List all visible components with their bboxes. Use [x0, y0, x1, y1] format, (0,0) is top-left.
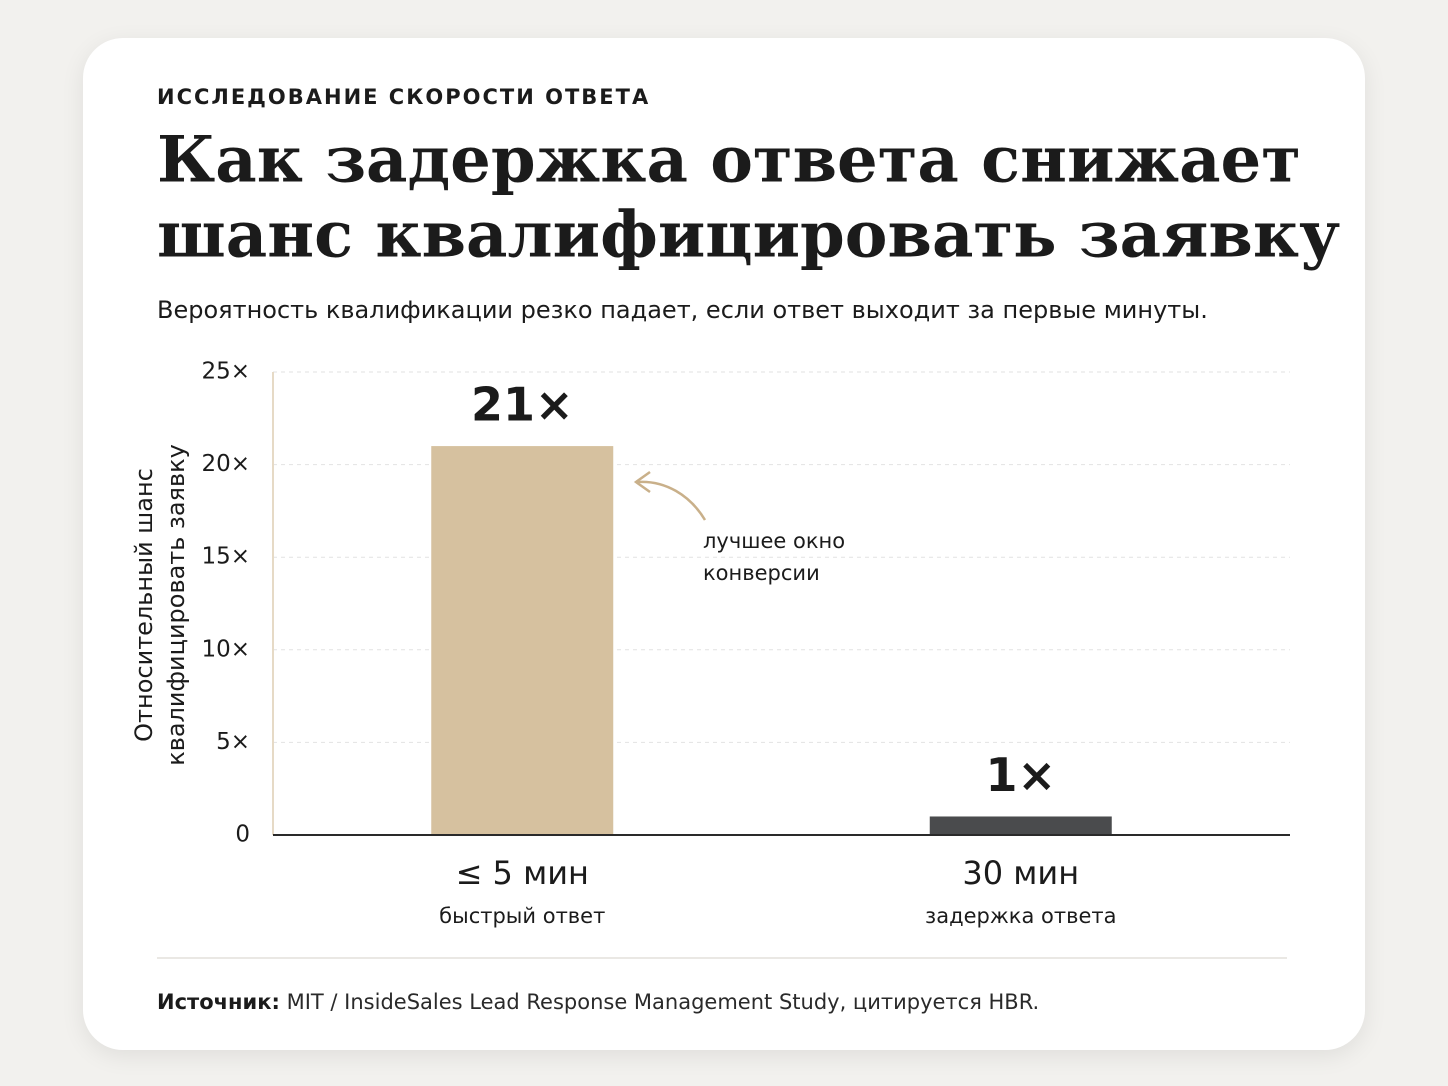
- annotation: лучшее окно: [703, 529, 845, 553]
- y-tick-label: 5×: [216, 729, 250, 755]
- title: шанс квалифицировать заявку: [157, 198, 1340, 273]
- bar: [431, 446, 614, 835]
- value-label: 1×: [985, 748, 1056, 802]
- value-label: 21×: [471, 378, 574, 432]
- title: Как задержка ответа снижает: [157, 123, 1301, 198]
- y-tick-label: 15×: [201, 544, 250, 570]
- x-tick-sublabel: быстрый ответ: [439, 904, 605, 928]
- x-tick-label: ≤ 5 мин: [456, 854, 589, 892]
- bar: [929, 816, 1112, 835]
- y-tick-label: 25×: [201, 359, 250, 385]
- y-tick-label: 0: [235, 822, 250, 848]
- kicker: ИССЛЕДОВАНИЕ СКОРОСТИ ОТВЕТА: [157, 85, 650, 109]
- y-axis-label: Относительный шанс квалифицировать заявк…: [130, 444, 190, 766]
- card: [83, 38, 1365, 1050]
- annotation-arrow: [636, 480, 707, 521]
- annotation: конверсии: [703, 561, 820, 585]
- y-tick-label: 20×: [201, 451, 250, 477]
- source-label: Источник:: [157, 990, 280, 1014]
- x-tick-sublabel: задержка ответа: [925, 904, 1116, 928]
- subtitle: Вероятность квалификации резко падает, е…: [157, 296, 1208, 324]
- annotation-arrowhead: [633, 470, 651, 494]
- y-axis-label-line: Относительный шанс: [130, 468, 158, 742]
- source-text: MIT / InsideSales Lead Response Manageme…: [287, 990, 1040, 1014]
- y-tick-label: 10×: [201, 636, 250, 662]
- y-axis-label-line: квалифицировать заявку: [162, 444, 190, 766]
- source: Источник: MIT / InsideSales Lead Respons…: [157, 990, 1039, 1014]
- x-tick-label: 30 мин: [962, 854, 1079, 892]
